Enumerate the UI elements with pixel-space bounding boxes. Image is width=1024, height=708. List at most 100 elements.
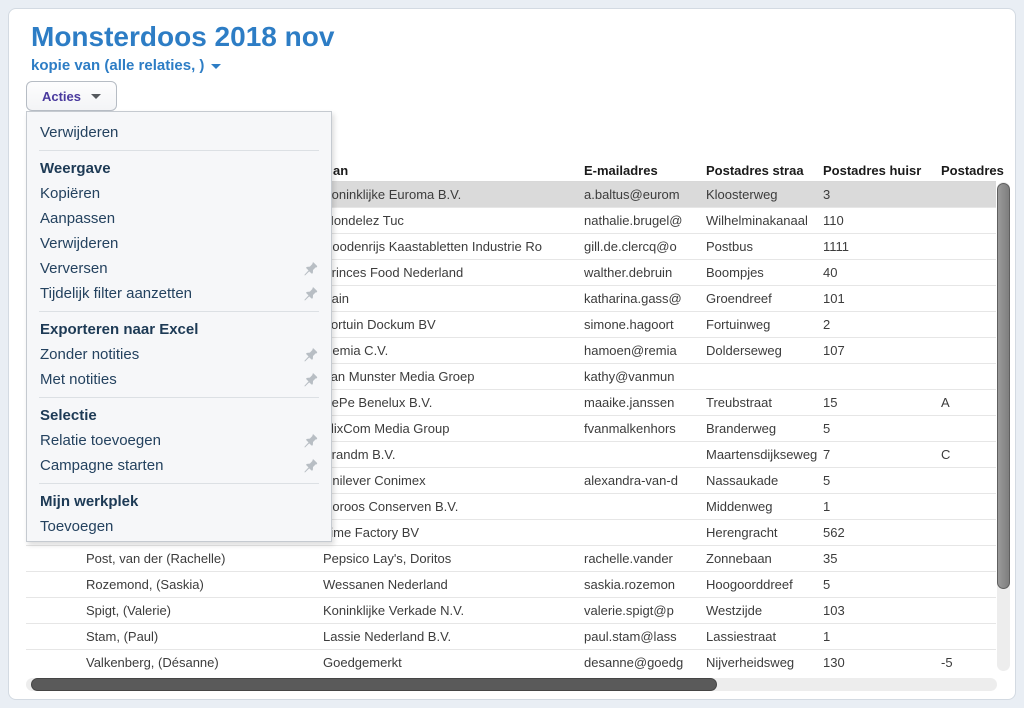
cell-emailadres: alexandra-van-d — [584, 473, 678, 488]
cell-organisatie: Wessanen Nederland — [323, 577, 448, 592]
menu-item[interactable]: Toevoegen — [40, 518, 114, 535]
menu-item[interactable]: Met notities — [27, 367, 331, 392]
table-row[interactable]: Rozemond, (Saskia) Wessanen Nederland sask… — [26, 572, 996, 598]
cell-postadres-straat: Nijverheidsweg — [706, 655, 795, 670]
cell-organisatie: Goedgemerkt — [323, 655, 402, 670]
cell-emailadres: a.baltus@eurom — [584, 187, 680, 202]
table-row[interactable]: Valkenberg, (Désanne) Goedgemerkt desanne@… — [26, 650, 996, 675]
menu-item[interactable]: Kopiëren — [40, 185, 101, 202]
menu-separator — [39, 311, 319, 312]
cell-postadres-huisnummer: 40 — [823, 265, 838, 280]
cell-organisatie: Lassie Nederland B.V. — [323, 629, 452, 644]
column-header-postadres-straat[interactable]: Postadres straa — [706, 163, 804, 178]
column-header-postadres-huisnummer[interactable]: Postadres huisr — [823, 163, 922, 178]
pin-icon — [304, 433, 318, 448]
menu-item[interactable]: Campagne starten — [27, 453, 331, 478]
cell-naam: Rozemond, (Saskia) — [86, 577, 204, 592]
cell-organisatie: Pepsico Lay's, Doritos — [323, 551, 452, 566]
pin-icon — [304, 261, 318, 276]
cell-postadres-straat: Groendreef — [706, 291, 772, 306]
cell-emailadres: maaike.janssen — [584, 395, 675, 410]
cell-emailadres: valerie.spigt@p — [584, 603, 674, 618]
cell-organisatie: Fortuin Dockum BV — [323, 317, 436, 332]
cell-postadres-huisnummer — [823, 364, 933, 389]
cell-postadres-straat: Boompjes — [706, 265, 764, 280]
chevron-down-icon — [91, 94, 102, 99]
menu-section-header: Selectie — [40, 407, 97, 424]
cell-naam: Spigt, (Valerie) — [86, 603, 172, 618]
cell-postadres-huisnummer: 1 — [823, 629, 831, 644]
menu-item[interactable]: Verwijderen — [40, 235, 119, 252]
column-header-organisatie[interactable]: an — [333, 163, 349, 178]
column-header-postadres-toevoeging[interactable]: Postadres — [941, 163, 1004, 178]
cell-emailadres: simone.hagoort — [584, 317, 674, 332]
menu-item[interactable]: Aanpassen — [40, 210, 116, 227]
cell-organisatie: Bain — [323, 291, 350, 306]
cell-postadres-straat: Nassaukade — [706, 473, 779, 488]
cell-organisatie: Remia C.V. — [323, 343, 389, 358]
cell-emailadres: rachelle.vander — [584, 551, 673, 566]
subtitle-label: kopie van (alle relaties, ) — [31, 57, 205, 74]
table-row[interactable]: Stam, (Paul) Lassie Nederland B.V. paul.st… — [26, 624, 996, 650]
subtitle-dropdown[interactable]: kopie van (alle relaties, ) — [31, 57, 222, 74]
cell-postadres-straat: Middenweg — [706, 499, 773, 514]
cell-emailadres: hamoen@remia — [584, 343, 677, 358]
cell-emailadres: fvanmalkenhors — [584, 421, 676, 436]
menu-separator — [39, 483, 319, 484]
cell-emailadres: desanne@goedg — [584, 655, 684, 670]
horizontal-scrollbar-thumb[interactable] — [31, 678, 717, 691]
cell-postadres-straat: Fortuinweg — [706, 317, 771, 332]
cell-postadres-huisnummer: 5 — [823, 473, 831, 488]
cell-postadres-straat: Maartensdijkseweg — [706, 447, 818, 462]
cell-postadres-straat: Westzijde — [706, 603, 763, 618]
cell-postadres-huisnummer: 5 — [823, 421, 831, 436]
cell-postadres-huisnummer: 101 — [823, 291, 845, 306]
menu-section-header: Mijn werkplek — [40, 493, 139, 510]
cell-postadres-straat: Zonnebaan — [706, 551, 772, 566]
pin-icon — [304, 347, 318, 362]
cell-postadres-straat: Hoogoorddreef — [706, 577, 793, 592]
cell-postadres-straat — [706, 364, 818, 389]
cell-emailadres: walther.debruin — [584, 265, 673, 280]
cell-postadres-toevoeging: -5 — [941, 655, 953, 670]
cell-postadres-straat: Dolderseweg — [706, 343, 782, 358]
cell-postadres-huisnummer: 1 — [823, 499, 831, 514]
cell-naam: Valkenberg, (Désanne) — [86, 655, 219, 670]
cell-organisatie: Unilever Conimex — [323, 473, 426, 488]
cell-organisatie: Roodenrijs Kaastabletten Industrie Ro — [323, 239, 542, 254]
menu-item[interactable]: Relatie toevoegen — [27, 428, 331, 453]
cell-emailadres: kathy@vanmun — [584, 369, 675, 384]
cell-emailadres — [584, 494, 702, 519]
acties-button[interactable]: Acties — [26, 81, 117, 111]
cell-postadres-huisnummer: 1111 — [823, 239, 850, 254]
menu-item[interactable]: Zonder notities — [27, 342, 331, 367]
cell-postadres-huisnummer: 110 — [823, 213, 844, 228]
table-row[interactable]: Post, van der (Rachelle) Pepsico Lay's, D… — [26, 546, 996, 572]
acties-dropdown-menu: Verwijderen Weergave Kopiëren Aanpassen Verw… — [26, 111, 332, 542]
pin-icon — [304, 372, 318, 387]
cell-emailadres: nathalie.brugel@ — [584, 213, 683, 228]
cell-emailadres — [584, 520, 702, 545]
cell-emailadres: katharina.gass@ — [584, 291, 682, 306]
table-row[interactable]: Spigt, (Valerie) Koninklijke Verkade N.V.… — [26, 598, 996, 624]
table-header-row: an E-mailadres Postadres straa Postadres… — [26, 161, 1004, 182]
cell-postadres-straat: Treubstraat — [706, 395, 772, 410]
cell-naam: Post, van der (Rachelle) — [86, 551, 226, 566]
cell-postadres-straat: Wilhelminakanaal — [706, 213, 808, 228]
menu-section-header: Exporteren naar Excel — [40, 321, 199, 338]
cell-emailadres: paul.stam@lass — [584, 629, 677, 644]
cell-postadres-straat: Kloosterweg — [706, 187, 778, 202]
menu-item[interactable]: Tijdelijk filter aanzetten — [27, 281, 331, 306]
column-header-emailadres[interactable]: E-mailadres — [584, 163, 658, 178]
cell-emailadres — [584, 442, 702, 467]
menu-item[interactable]: Verwijderen — [40, 124, 119, 141]
cell-postadres-huisnummer: 103 — [823, 603, 845, 618]
vertical-scrollbar-track[interactable] — [997, 182, 1010, 671]
pin-icon — [304, 286, 318, 301]
menu-item[interactable]: Verversen — [27, 256, 331, 281]
vertical-scrollbar-thumb[interactable] — [997, 183, 1010, 589]
cell-naam: Stam, (Paul) — [86, 629, 159, 644]
cell-postadres-toevoeging: C — [941, 447, 951, 462]
horizontal-scrollbar-track[interactable] — [26, 678, 997, 691]
cell-postadres-straat: Herengracht — [706, 525, 778, 540]
